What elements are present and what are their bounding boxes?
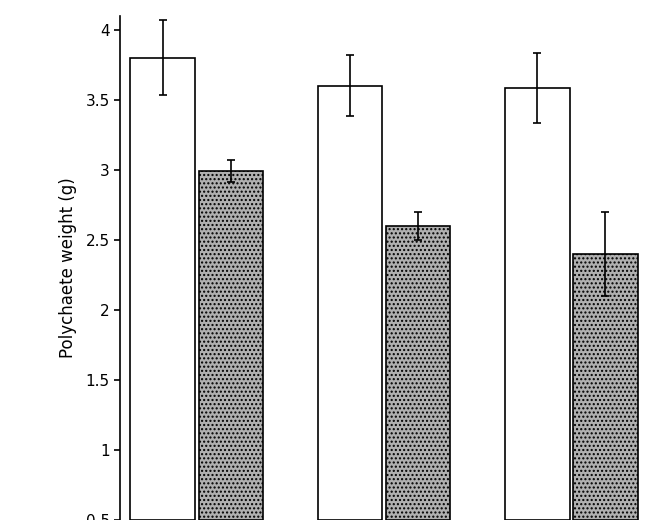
Bar — [198, 171, 263, 520]
Y-axis label: Polychaete weight (g): Polychaete weight (g) — [59, 177, 77, 358]
Bar — [505, 88, 570, 520]
Bar — [573, 254, 638, 520]
Bar — [318, 86, 382, 520]
Bar — [130, 58, 195, 520]
Bar — [386, 226, 450, 520]
